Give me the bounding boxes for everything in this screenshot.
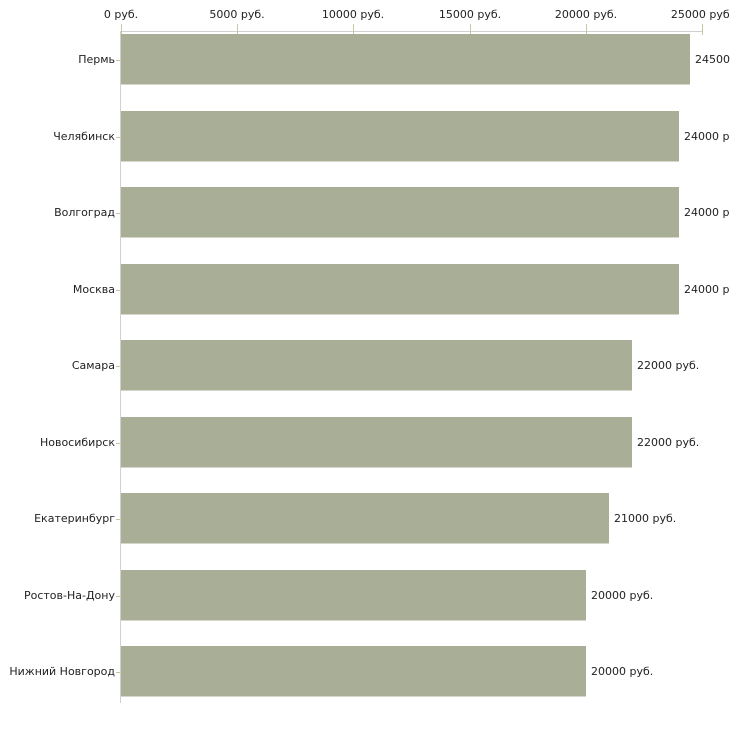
value-label: 24000 руб. (684, 206, 730, 219)
bar (121, 570, 586, 621)
category-tick (116, 137, 120, 138)
category-label: Челябинск (53, 130, 115, 143)
bar (121, 646, 586, 697)
category-label: Волгоград (54, 206, 115, 219)
x-axis-line (121, 31, 702, 32)
category-tick (116, 366, 120, 367)
x-axis-tick (586, 24, 587, 35)
x-axis-tick-label: 20000 руб. (554, 8, 618, 21)
bar (121, 111, 679, 162)
x-axis-tick-label: 5000 руб. (209, 8, 265, 21)
x-axis-tick (237, 24, 238, 35)
value-label: 24500 руб. (695, 53, 730, 66)
x-axis-tick-label: 25000 руб. (670, 8, 730, 21)
category-label: Нижний Новгород (9, 665, 115, 678)
category-label: Екатеринбург (34, 512, 115, 525)
value-label: 24000 руб. (684, 283, 730, 296)
category-tick (116, 596, 120, 597)
value-label: 20000 руб. (591, 589, 654, 602)
category-tick (116, 213, 120, 214)
bar (121, 264, 679, 315)
value-label: 22000 руб. (637, 436, 700, 449)
category-label: Ростов-На-Дону (23, 589, 115, 602)
y-axis-line (120, 31, 121, 703)
value-label: 20000 руб. (591, 665, 654, 678)
x-axis-tick (121, 24, 122, 35)
bar (121, 187, 679, 238)
x-axis-tick (353, 24, 354, 35)
bar (121, 417, 632, 468)
category-label: Москва (72, 283, 115, 296)
x-axis-tick-label: 15000 руб. (438, 8, 502, 21)
value-label: 22000 руб. (637, 359, 700, 372)
category-label: Новосибирск (39, 436, 115, 449)
category-tick (116, 443, 120, 444)
category-tick (116, 519, 120, 520)
x-axis-tick-label: 0 руб. (103, 8, 139, 21)
value-label: 24000 руб. (684, 130, 730, 143)
bar (121, 340, 632, 391)
category-tick (116, 60, 120, 61)
x-axis-tick-label: 10000 руб. (321, 8, 385, 21)
value-label: 21000 руб. (614, 512, 677, 525)
category-tick (116, 672, 120, 673)
category-tick (116, 290, 120, 291)
category-label: Пермь (78, 53, 115, 66)
x-axis-tick (702, 24, 703, 35)
x-axis-tick (470, 24, 471, 35)
bar (121, 34, 690, 85)
bar (121, 493, 609, 544)
category-label: Самара (71, 359, 115, 372)
